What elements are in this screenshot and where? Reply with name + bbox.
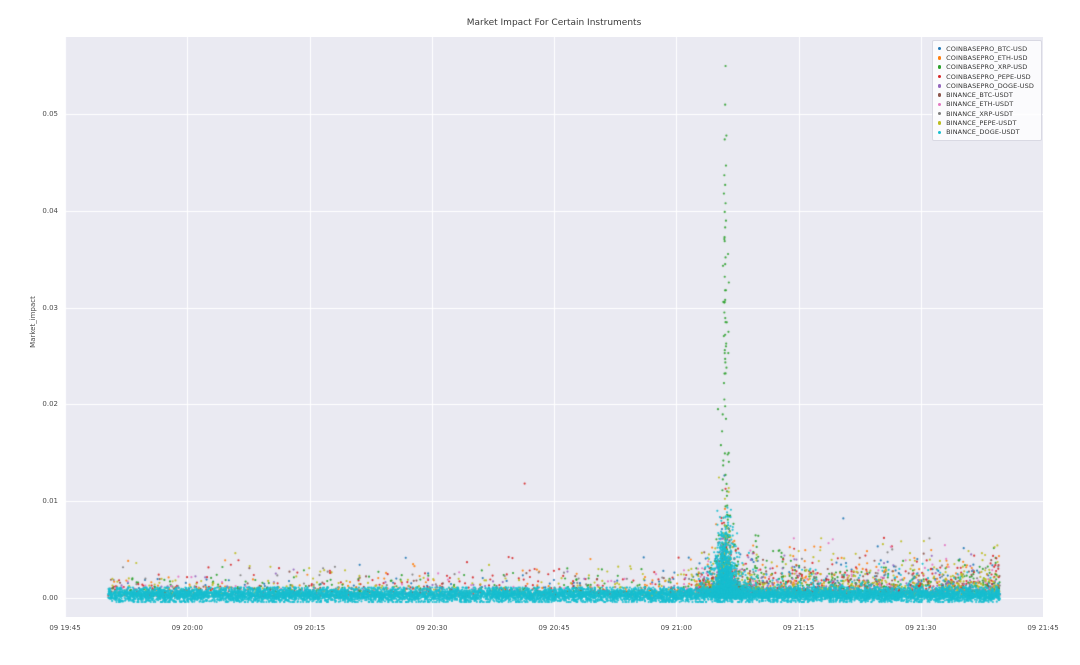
legend-item: COINBASEPRO_ETH-USD [937,53,1034,62]
legend-item: BINANCE_DOGE-USDT [937,128,1034,137]
x-tick-label: 09 20:00 [171,624,203,632]
legend-label: COINBASEPRO_ETH-USD [946,53,1028,62]
x-tick-label: 09 20:15 [293,624,326,632]
y-tick-label: 0.03 [42,303,58,312]
legend-marker-icon [937,84,942,88]
legend-label: BINANCE_PEPE-USDT [946,119,1017,128]
legend-marker-icon [937,102,942,107]
legend-item: COINBASEPRO_XRP-USD [937,63,1034,72]
x-tick-label: 09 19:45 [49,624,81,632]
legend-label: COINBASEPRO_XRP-USD [946,63,1028,72]
y-tick-label: 0.05 [42,110,58,119]
legend-item: COINBASEPRO_DOGE-USD [937,81,1034,90]
x-tick-label: 09 21:30 [905,624,937,632]
legend-label: BINANCE_BTC-USDT [946,91,1013,100]
x-tick-label: 09 20:30 [416,624,448,632]
y-tick-label: 0.01 [42,497,58,505]
legend-label: BINANCE_XRP-USDT [946,109,1014,118]
legend-marker-icon [937,121,942,125]
legend: COINBASEPRO_BTC-USD COINBASEPRO_ETH-USD CO… [931,40,1042,141]
legend-marker-icon [937,65,942,69]
legend-marker-icon [937,93,942,97]
legend-item: COINBASEPRO_PEPE-USD [937,72,1034,81]
x-tick-label: 09 21:00 [660,624,692,632]
x-tick-label: 09 21:45 [1027,624,1059,632]
legend-label: COINBASEPRO_PEPE-USD [946,72,1031,81]
y-tick-label: 0.02 [42,400,58,409]
legend-item: BINANCE_BTC-USDT [937,90,1034,100]
legend-marker-icon [937,111,942,116]
legend-label: BINANCE_DOGE-USDT [946,128,1020,137]
legend-marker-icon [937,56,942,60]
plot-area: COINBASEPRO_BTC-USD COINBASEPRO_ETH-USD CO… [65,37,1043,617]
legend-label: COINBASEPRO_DOGE-USD [946,81,1034,90]
x-tick-label: 09 21:15 [782,624,815,632]
y-tick-label: 0.04 [42,207,58,215]
legend-marker-icon [937,130,942,135]
legend-item: COINBASEPRO_BTC-USD [937,44,1034,53]
legend-label: BINANCE_ETH-USDT [946,100,1014,109]
scatter-canvas [65,37,1043,617]
chart-title: Market Impact For Certain Instruments [466,18,642,28]
legend-item: BINANCE_PEPE-USDT [937,118,1034,128]
legend-label: COINBASEPRO_BTC-USD [946,44,1028,53]
y-tick-label: 0.00 [42,593,58,602]
legend-marker-icon [937,74,942,79]
legend-marker-icon [937,46,942,51]
legend-item: BINANCE_ETH-USDT [937,100,1034,109]
x-tick-label: 09 20:45 [538,624,570,632]
legend-item: BINANCE_XRP-USDT [937,109,1034,118]
